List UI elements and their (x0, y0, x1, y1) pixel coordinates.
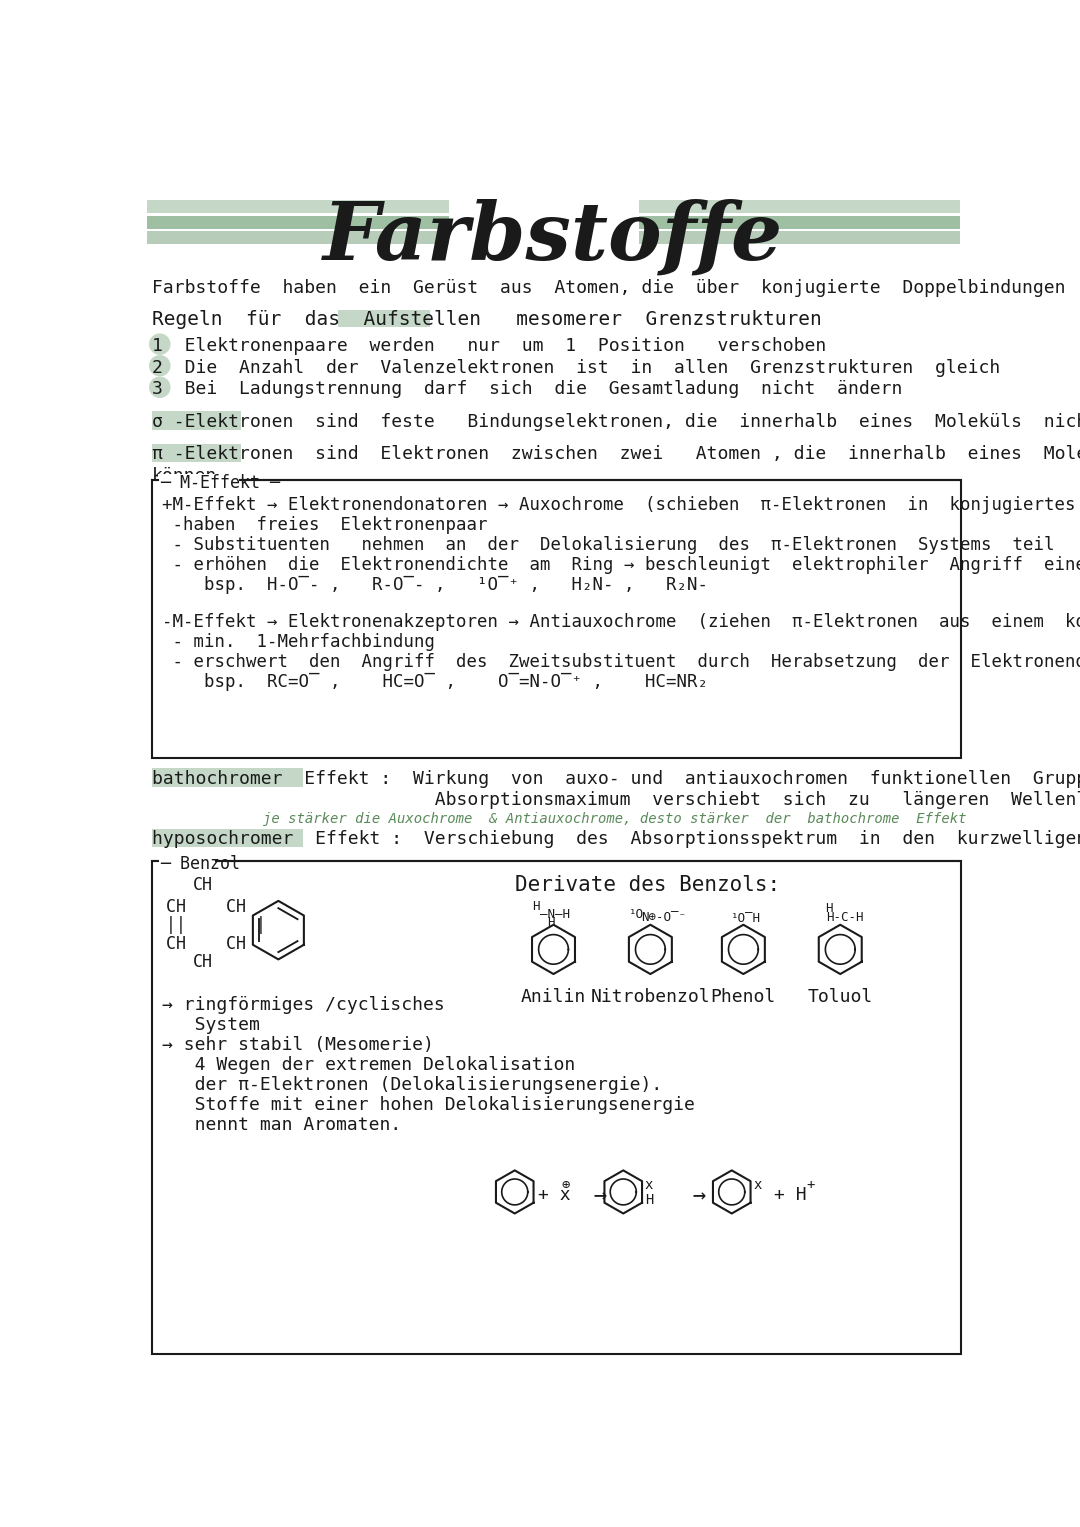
Text: können: können (152, 467, 217, 484)
Text: 1  Elektronenpaare  werden   nur  um  1  Position   verschoben: 1 Elektronenpaare werden nur um 1 Positi… (152, 337, 826, 356)
Text: 4 Wegen der extremen Delokalisation: 4 Wegen der extremen Delokalisation (162, 1055, 576, 1073)
Text: Derivate des Benzols:: Derivate des Benzols: (515, 875, 780, 895)
Text: H: H (548, 916, 555, 928)
Text: ─ Benzol: ─ Benzol (161, 855, 241, 872)
Text: -M-Effekt → Elektronenakzeptoren → Antiauxochrome  (ziehen  π-Elektronen  aus  e: -M-Effekt → Elektronenakzeptoren → Antia… (162, 612, 1080, 631)
Text: π -Elektronen  sind  Elektronen  zwischen  zwei   Atomen , die  innerhalb  eines: π -Elektronen sind Elektronen zwischen z… (152, 444, 1080, 463)
Bar (147, 215, 449, 229)
Text: nennt man Aromaten.: nennt man Aromaten. (162, 1116, 402, 1133)
Text: - Substituenten   nehmen  an  der  Delokalisierung  des  π-Elektronen  Systems  : - Substituenten nehmen an der Delokalisi… (162, 536, 1055, 554)
Text: + H: + H (774, 1186, 807, 1203)
Bar (152, 861, 961, 1353)
Text: 2  Die  Anzahl  der  Valenzelektronen  ist  in  allen  Grenzstrukturen  gleich: 2 Die Anzahl der Valenzelektronen ist in… (152, 359, 1000, 377)
Text: –N–H: –N–H (540, 909, 569, 921)
Text: σ -Elektronen  sind  feste   Bindungselektronen, die  innerhalb  eines  Moleküls: σ -Elektronen sind feste Bindungselektro… (152, 412, 1080, 431)
Text: N⊕-O̅⁻: N⊕-O̅⁻ (642, 912, 686, 924)
Text: →: → (666, 1186, 706, 1206)
Text: der π-Elektronen (Delokalisierungsenergie).: der π-Elektronen (Delokalisierungsenergi… (162, 1075, 662, 1093)
Bar (152, 481, 961, 757)
Text: je stärker die Auxochrome  & Antiauxochrome, desto stärker  der  bathochrome  Ef: je stärker die Auxochrome & Antiauxochro… (262, 811, 967, 826)
Text: H: H (531, 899, 539, 913)
Circle shape (150, 356, 170, 376)
Text: CH    CH: CH CH (166, 935, 246, 953)
Text: 3  Bei  Ladungstrennung  darf  sich  die  Gesamtladung  nicht  ändern: 3 Bei Ladungstrennung darf sich die Gesa… (152, 380, 903, 399)
Bar (152, 411, 241, 429)
Text: - min.  1-Mehrfachbindung: - min. 1-Mehrfachbindung (162, 632, 435, 651)
Circle shape (150, 377, 170, 397)
Text: ¹O̅H: ¹O̅H (731, 913, 761, 925)
Text: → ringförmiges /cyclisches: → ringförmiges /cyclisches (162, 996, 445, 1014)
Bar (152, 443, 241, 463)
Text: Anilin: Anilin (521, 988, 586, 1006)
Text: ||       |: || | (166, 916, 266, 935)
Text: + x: + x (538, 1186, 570, 1203)
Text: bsp.  RC=O̅ ,    HC=O̅ ,    O̅=N-O̅⁺ ,    HC=NR₂: bsp. RC=O̅ , HC=O̅ , O̅=N-O̅⁺ , HC=NR₂ (162, 673, 708, 692)
Text: +: + (806, 1177, 814, 1193)
Text: CH: CH (193, 953, 213, 971)
Text: H: H (825, 901, 833, 915)
Text: -haben  freies  Elektronenpaar: -haben freies Elektronenpaar (162, 516, 488, 534)
Text: System: System (162, 1015, 260, 1034)
Text: Nitrobenzol: Nitrobenzol (591, 988, 711, 1006)
Text: →: → (567, 1186, 608, 1206)
Text: → sehr stabil (Mesomerie): → sehr stabil (Mesomerie) (162, 1035, 434, 1054)
Text: ¹O: ¹O (629, 909, 644, 921)
Text: Toluol: Toluol (808, 988, 873, 1006)
Bar (338, 310, 430, 327)
Text: hyposochromer  Effekt :  Verschiebung  des  Absorptionsspektrum  in  den  kurzwe: hyposochromer Effekt : Verschiebung des … (152, 831, 1080, 847)
Text: x: x (754, 1177, 761, 1193)
Text: - erschwert  den  Angriff  des  Zweitsubstituent  durch  Herabsetzung  der  Elek: - erschwert den Angriff des Zweitsubstit… (162, 654, 1080, 670)
Text: - erhöhen  die  Elektronendichte  am  Ring → beschleunigt  elektrophiler  Angrif: - erhöhen die Elektronendichte am Ring →… (162, 556, 1080, 574)
Text: Farbstoffe: Farbstoffe (323, 199, 784, 276)
Text: +M-Effekt → Elektronendonatoren → Auxochrome  (schieben  π-Elektronen  in  konju: +M-Effekt → Elektronendonatoren → Auxoch… (162, 496, 1080, 515)
Bar (147, 231, 449, 244)
Text: Regeln  für  das  Aufstellen   mesomerer  Grenzstrukturen: Regeln für das Aufstellen mesomerer Gren… (152, 310, 822, 330)
Bar (159, 855, 216, 867)
Text: ⊕: ⊕ (562, 1177, 569, 1193)
Bar (638, 215, 960, 229)
Text: Phenol: Phenol (711, 988, 777, 1006)
Bar (638, 231, 960, 244)
Bar (638, 200, 960, 214)
Text: H-C-H: H-C-H (826, 912, 864, 924)
Text: H: H (645, 1194, 653, 1208)
Bar (152, 829, 303, 847)
Text: CH: CH (193, 876, 213, 895)
Bar (159, 475, 240, 487)
Text: Stoffe mit einer hohen Delokalisierungsenergie: Stoffe mit einer hohen Delokalisierungse… (162, 1096, 696, 1113)
Text: bsp.  H-O̅- ,   R-O̅- ,   ¹O̅⁺ ,   H₂N- ,   R₂N-: bsp. H-O̅- , R-O̅- , ¹O̅⁺ , H₂N- , R₂N- (162, 576, 708, 594)
Text: ─ M-Effekt ─: ─ M-Effekt ─ (161, 475, 281, 492)
Text: Farbstoffe  haben  ein  Gerüst  aus  Atomen, die  über  konjugierte  Doppelbindu: Farbstoffe haben ein Gerüst aus Atomen, … (152, 279, 1080, 298)
Bar (152, 768, 303, 786)
Text: x: x (645, 1177, 653, 1193)
Text: CH    CH: CH CH (166, 898, 246, 916)
Bar (147, 200, 449, 214)
Circle shape (150, 334, 170, 354)
Text: bathochromer  Effekt :  Wirkung  von  auxo- und  antiauxochromen  funktionellen : bathochromer Effekt : Wirkung von auxo- … (152, 770, 1080, 788)
Text: Absorptionsmaximum  verschiebt  sich  zu   längeren  Wellenlängen: Absorptionsmaximum verschiebt sich zu lä… (152, 791, 1080, 809)
